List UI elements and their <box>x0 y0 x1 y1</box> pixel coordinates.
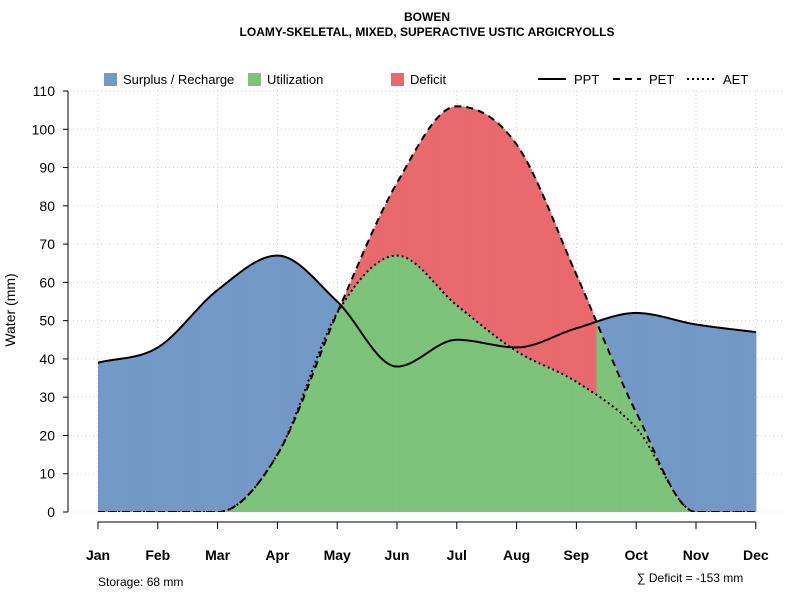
legend-label-utilization: Utilization <box>267 72 323 87</box>
x-tick-label-mar: Mar <box>205 547 230 563</box>
legend-label-deficit: Deficit <box>410 72 447 87</box>
legend-swatch-utilization <box>248 73 261 86</box>
surplus-area <box>98 255 757 512</box>
x-tick-label-sep: Sep <box>564 547 590 563</box>
x-tick-label-aug: Aug <box>503 547 530 563</box>
deficit-area <box>340 106 597 394</box>
x-tick-label-jul: Jul <box>447 547 467 563</box>
x-tick-label-nov: Nov <box>683 547 710 563</box>
y-tick-label: 70 <box>39 236 55 252</box>
y-tick-label: 60 <box>39 274 55 290</box>
legend: Surplus / Recharge Utilization Deficit PPT P… <box>104 72 748 87</box>
axes: 0 10 20 30 40 50 60 70 80 90 100 110 Jan Feb Mar Apr May… <box>32 83 769 563</box>
deficit-annotation: ∑ Deficit = -153 mm <box>637 571 743 585</box>
legend-label-pet: PET <box>649 72 674 87</box>
chart-subtitle: LOAMY-SKELETAL, MIXED, SUPERACTIVE USTIC… <box>240 25 615 39</box>
y-tick-label: 20 <box>39 427 55 443</box>
x-tick-label-jun: Jun <box>385 547 410 563</box>
y-tick-label: 0 <box>47 504 55 520</box>
y-tick-label: 40 <box>39 351 55 367</box>
legend-label-surplus: Surplus / Recharge <box>123 72 234 87</box>
utilization-area <box>217 255 697 512</box>
x-tick-label-oct: Oct <box>625 547 649 563</box>
y-tick-label: 30 <box>39 389 55 405</box>
x-tick-label-jan: Jan <box>86 547 110 563</box>
legend-label-aet: AET <box>723 72 748 87</box>
legend-label-ppt: PPT <box>574 72 599 87</box>
legend-swatch-surplus <box>104 73 117 86</box>
y-tick-label: 100 <box>32 121 56 137</box>
chart-title: BOWEN <box>404 10 450 24</box>
aet-line <box>98 254 756 512</box>
legend-swatch-deficit <box>391 73 404 86</box>
x-tick-label-dec: Dec <box>743 547 769 563</box>
storage-annotation: Storage: 68 mm <box>98 575 183 589</box>
y-tick-label: 110 <box>33 83 56 99</box>
y-axis-label: Water (mm) <box>2 273 18 346</box>
y-tick-label: 90 <box>39 160 55 176</box>
ppt-line <box>97 254 756 368</box>
y-tick-label: 80 <box>39 198 55 214</box>
y-tick-label: 10 <box>39 466 55 482</box>
x-tick-label-may: May <box>324 547 351 563</box>
x-tick-label-apr: Apr <box>265 547 290 563</box>
y-tick-label: 50 <box>39 313 55 329</box>
x-tick-label-feb: Feb <box>145 547 170 563</box>
